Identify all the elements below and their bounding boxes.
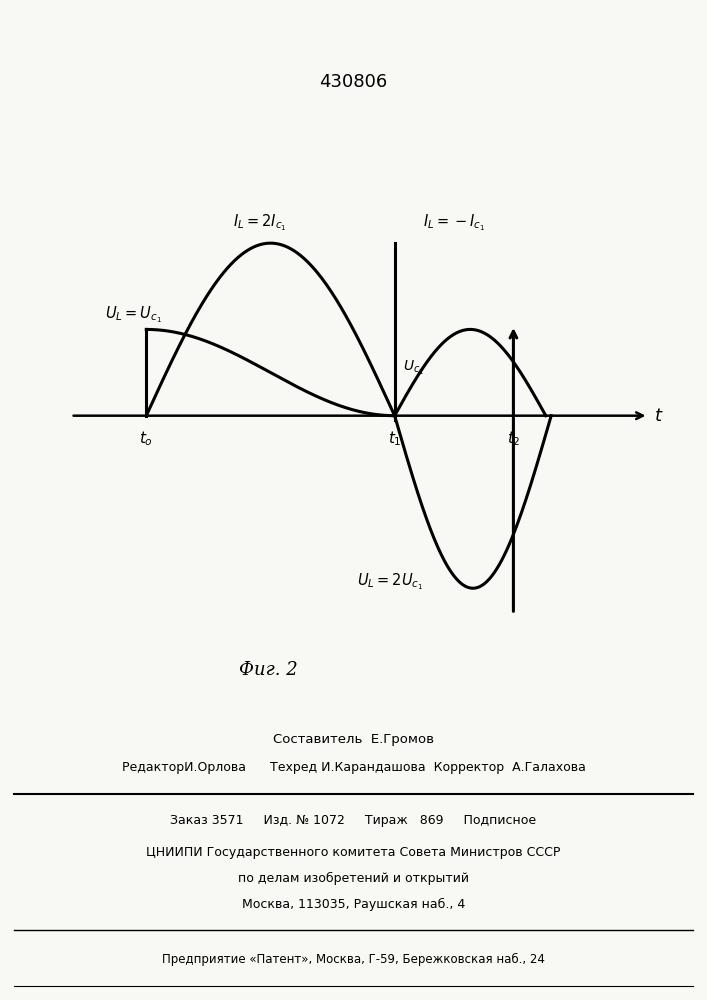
Text: $U_L=2U_{c_1}$: $U_L=2U_{c_1}$ [357, 571, 423, 592]
Text: $I_L=-I_{c_1}$: $I_L=-I_{c_1}$ [423, 212, 485, 233]
Text: Фиг. 2: Фиг. 2 [239, 661, 298, 679]
Text: $U_{c_1}$: $U_{c_1}$ [403, 359, 424, 377]
Text: по делам изобретений и открытий: по делам изобретений и открытий [238, 872, 469, 885]
Text: $t$: $t$ [654, 407, 663, 425]
Text: Москва, 113035, Раушская наб., 4: Москва, 113035, Раушская наб., 4 [242, 898, 465, 911]
Text: $t_o$: $t_o$ [139, 429, 153, 448]
Text: Предприятие «Патент», Москва, Г-59, Бережковская наб., 24: Предприятие «Патент», Москва, Г-59, Бере… [162, 953, 545, 966]
Text: $U_L=U_{c_1}$: $U_L=U_{c_1}$ [105, 305, 162, 325]
Text: РедакторИ.Орлова      Техред И.Карандашова  Корректор  А.Галахова: РедакторИ.Орлова Техред И.Карандашова Ко… [122, 762, 585, 774]
Text: $t_1$: $t_1$ [387, 429, 402, 448]
Text: 430806: 430806 [320, 73, 387, 91]
Text: $t_2$: $t_2$ [507, 429, 520, 448]
Text: Заказ 3571     Изд. № 1072     Тираж   869     Подписное: Заказ 3571 Изд. № 1072 Тираж 869 Подписн… [170, 814, 537, 827]
Text: Составитель  Е.Громов: Составитель Е.Громов [273, 732, 434, 746]
Text: $I_L=2I_{c_1}$: $I_L=2I_{c_1}$ [233, 212, 286, 233]
Text: ЦНИИПИ Государственного комитета Совета Министров СССР: ЦНИИПИ Государственного комитета Совета … [146, 846, 561, 859]
